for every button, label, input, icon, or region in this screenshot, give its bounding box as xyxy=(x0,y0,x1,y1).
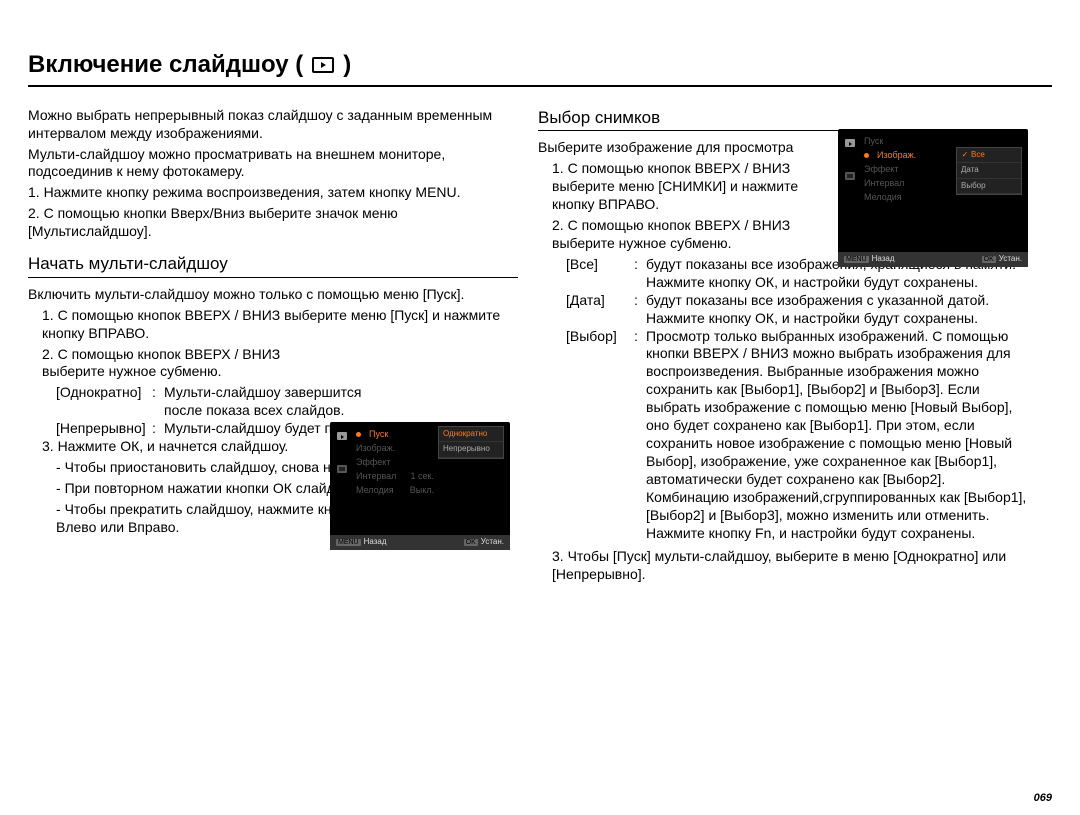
def-select: [Выбор] : Просмотр только выбранных изоб… xyxy=(538,328,1028,543)
camera-menu-screenshot-1: Пуск Изображ. Эффект Интервал1 сек. Мело… xyxy=(330,422,510,550)
menu-category-icon xyxy=(336,430,348,446)
cam2-option: Дата xyxy=(957,163,1021,178)
cam2-item: Изображ. xyxy=(877,150,916,162)
cam1-item: Пуск xyxy=(369,429,388,441)
def-cont-term: [Непрерывно] xyxy=(56,420,152,438)
left-column: Можно выбрать непрерывный показ слайдшоу… xyxy=(28,107,518,588)
cam1-item: Мелодия xyxy=(356,485,394,497)
cam1-option: Однократно xyxy=(439,427,503,442)
menu-category-icon xyxy=(336,463,348,479)
cam2-option: Выбор xyxy=(957,179,1021,194)
camera-menu-screenshot-2: Пуск Изображ. Эффект Интервал Мелодия ✓В… xyxy=(838,129,1028,267)
def-once-text: Мульти-слайдшоу завершится после показа … xyxy=(164,384,366,420)
cam1-item: Эффект xyxy=(356,457,390,469)
right-step-3: 3. Чтобы [Пуск] мульти-слайдшоу, выберит… xyxy=(538,548,1028,584)
cam2-item: Эффект xyxy=(864,164,898,176)
cam2-item: Пуск xyxy=(864,136,883,148)
cam2-item: Интервал xyxy=(864,178,904,190)
right-column: Выбор снимков Выберите изображение для п… xyxy=(538,107,1028,588)
menu-category-icon xyxy=(844,170,856,186)
def-once: [Однократно] : Мульти-слайдшоу завершитс… xyxy=(28,384,366,420)
cam1-option: Непрерывно xyxy=(439,442,503,457)
cam2-item: Мелодия xyxy=(864,192,902,204)
page-title: Включение слайдшоу ( ) xyxy=(28,50,1052,87)
intro-paragraph: Мульти-слайдшоу можно просматривать на в… xyxy=(28,146,518,182)
def-sel-text: Просмотр только выбранных изображений. С… xyxy=(646,328,1028,543)
sub1-text: Включить мульти-слайдшоу можно только с … xyxy=(28,286,518,304)
cam1-item: Изображ. xyxy=(356,443,395,455)
start-slideshow-heading: Начать мульти-слайдшоу xyxy=(28,253,518,278)
intro-step-2: 2. С помощью кнопки Вверх/Вниз выберите … xyxy=(28,205,518,241)
sub1-step-1: 1. С помощью кнопок ВВЕРХ / ВНИЗ выберит… xyxy=(28,307,518,343)
intro-step-1: 1. Нажмите кнопку режима воспроизведения… xyxy=(28,184,518,202)
play-slideshow-icon xyxy=(309,53,337,77)
title-prefix: Включение слайдшоу ( xyxy=(28,50,303,81)
sub1-step-2: 2. С помощью кнопок ВВЕРХ / ВНИЗ выберит… xyxy=(28,346,332,382)
def-date: [Дата] : будут показаны все изображения … xyxy=(538,292,1028,328)
right-step-1: 1. С помощью кнопок ВВЕРХ / ВНИЗ выберит… xyxy=(538,160,822,214)
def-date-text: будут показаны все изображения с указанн… xyxy=(646,292,1028,328)
menu-category-icon xyxy=(844,137,856,153)
right-step-2: 2. С помощью кнопок ВВЕРХ / ВНИЗ выберит… xyxy=(538,217,822,253)
title-suffix: ) xyxy=(343,50,351,81)
def-sel-term: [Выбор] xyxy=(566,328,634,543)
cam1-item: Интервал xyxy=(356,471,396,483)
def-once-term: [Однократно] xyxy=(56,384,152,420)
def-date-term: [Дата] xyxy=(566,292,634,328)
cam2-option: ✓Все xyxy=(957,148,1021,163)
page-number: 069 xyxy=(1034,791,1052,805)
intro-paragraph: Можно выбрать непрерывный показ слайдшоу… xyxy=(28,107,518,143)
select-images-heading: Выбор снимков xyxy=(538,107,1028,132)
def-all-term: [Все] xyxy=(566,256,634,292)
